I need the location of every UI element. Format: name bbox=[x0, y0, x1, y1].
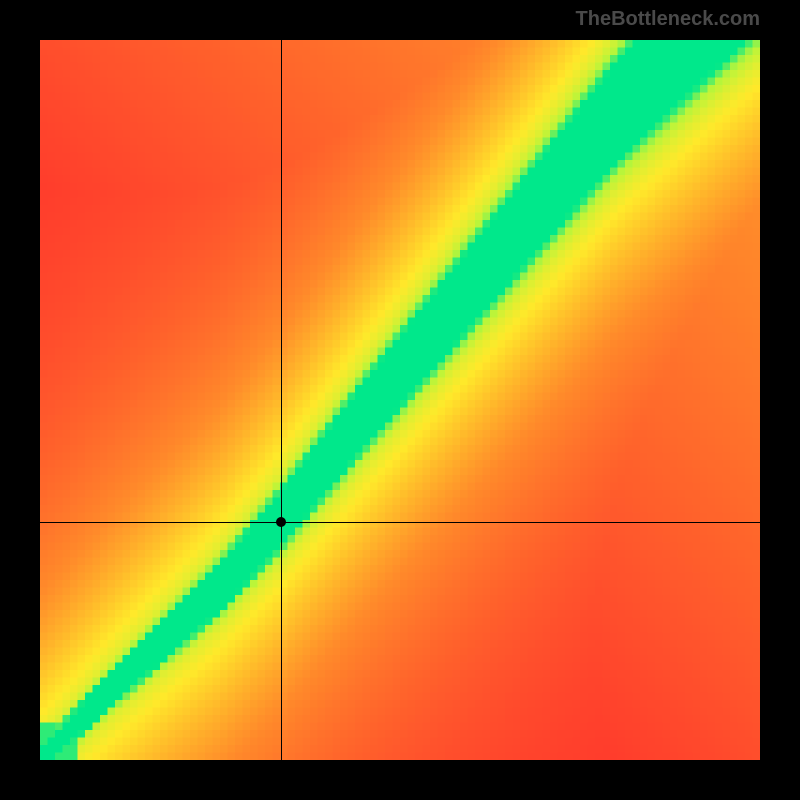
watermark-text: TheBottleneck.com bbox=[576, 8, 760, 31]
heatmap-canvas bbox=[40, 40, 760, 760]
crosshair-vertical bbox=[281, 40, 282, 760]
crosshair-marker bbox=[276, 517, 286, 527]
heatmap-plot bbox=[40, 40, 760, 760]
crosshair-horizontal bbox=[40, 522, 760, 523]
